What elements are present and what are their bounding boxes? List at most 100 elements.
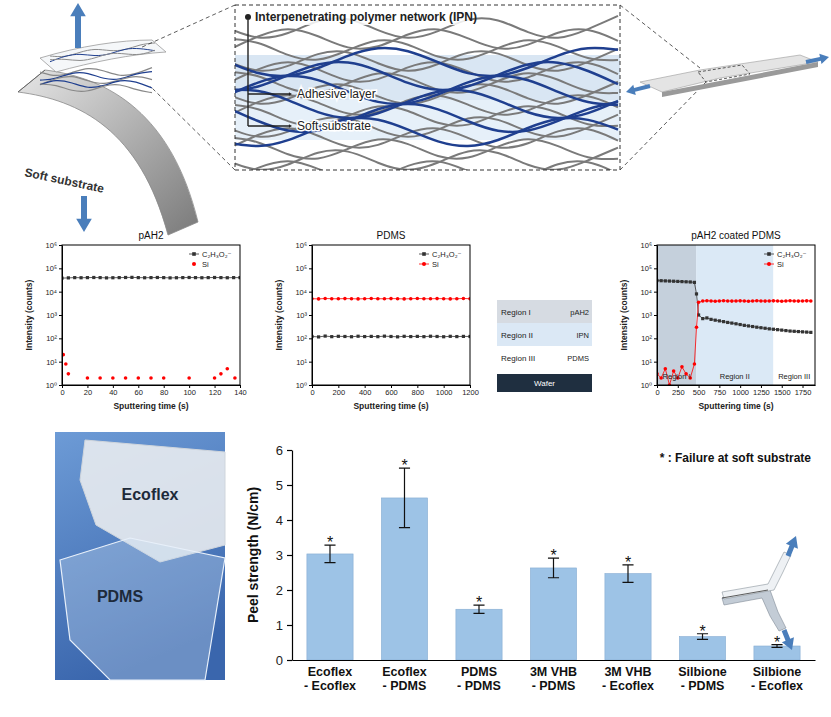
x-tick-label: 500 — [693, 388, 706, 397]
y-axis-line — [62, 246, 63, 386]
y-tick-mark — [654, 268, 657, 269]
x-tick-label: 140 — [234, 388, 247, 397]
data-point — [755, 326, 758, 329]
layer-region: Region II — [501, 331, 533, 340]
line-chart: 02004006008001000120010⁰10¹10²10³10⁴10⁵1… — [274, 230, 479, 411]
data-point — [776, 299, 780, 303]
data-point — [389, 297, 393, 301]
data-point — [743, 324, 746, 327]
data-point — [324, 334, 327, 337]
y-tick-mark — [654, 245, 657, 246]
lifted-sheet — [40, 40, 166, 72]
sheet-network — [50, 48, 155, 61]
y-tick-label: 10⁰ — [641, 381, 652, 390]
y-tick-label: 2 — [276, 583, 283, 598]
y-tick-mark — [59, 338, 62, 339]
legend-label: C₂H₃O₂⁻ — [202, 250, 232, 259]
data-point — [780, 299, 784, 303]
data-point — [435, 335, 438, 338]
y-tick-mark — [287, 520, 292, 521]
y-tick-mark — [287, 660, 292, 661]
data-point — [409, 335, 412, 338]
data-point — [356, 335, 359, 338]
region-band — [657, 245, 696, 385]
data-point — [337, 335, 340, 338]
peel-upper-sheet — [722, 552, 791, 599]
series-line — [312, 336, 470, 338]
data-point — [448, 297, 452, 301]
y-tick-label: 10⁶ — [641, 241, 652, 250]
legend-line — [764, 264, 774, 265]
legend-line — [189, 254, 199, 255]
x-tick: 120 — [209, 385, 222, 397]
x-tick-label: 120 — [209, 388, 222, 397]
x-tick-label-line: Silbione — [678, 665, 727, 679]
x-tick-label: 1750 — [795, 388, 812, 397]
x-tick-label: 1500 — [774, 388, 791, 397]
y-tick-mark — [59, 292, 62, 293]
y-tick-label: 10² — [296, 334, 307, 343]
data-point — [709, 318, 712, 321]
data-point — [416, 335, 419, 338]
data-point — [330, 297, 334, 301]
data-point — [755, 299, 759, 303]
data-point — [105, 276, 108, 279]
chart-title: PDMS — [377, 230, 406, 241]
y-tick: 10² — [46, 334, 62, 343]
x-tick: 0 — [655, 385, 659, 397]
x-tick-label: 100 — [183, 388, 196, 397]
y-tick-mark — [309, 385, 312, 386]
x-tick-label-line: - PDMS — [457, 679, 501, 693]
pull-arrow — [76, 196, 92, 232]
plot-frame — [657, 245, 815, 385]
y-tick-mark — [309, 315, 312, 316]
layer-material: pAH2 — [570, 308, 589, 317]
y-tick: 6 — [276, 443, 292, 458]
data-point — [705, 316, 708, 319]
x-tick-label: 3M VHB- Ecoflex — [602, 665, 654, 693]
data-point — [788, 329, 791, 332]
data-point — [768, 327, 771, 330]
data-point — [455, 335, 458, 338]
data-point — [730, 299, 734, 303]
y-tick: 3 — [276, 548, 292, 563]
data-point — [343, 297, 347, 301]
y-tick-label: 10⁶ — [296, 241, 307, 250]
sheet-network — [50, 50, 155, 60]
photo-label: PDMS — [97, 588, 144, 605]
data-point — [389, 335, 392, 338]
data-point — [225, 367, 229, 371]
x-tick-label-line: - Ecoflex — [602, 679, 654, 693]
data-point — [751, 299, 755, 303]
x-axis-line — [63, 385, 241, 386]
x-tick: Silbione- PDMS — [678, 660, 727, 693]
layer-stack: Region IpAH2Region IIIPNRegion IIIPDMSWa… — [497, 300, 592, 392]
data-point — [233, 376, 237, 380]
x-axis-line — [293, 660, 816, 661]
substrate-slab — [18, 70, 198, 235]
data-point — [175, 276, 178, 279]
data-point — [124, 276, 127, 279]
bar — [530, 568, 576, 660]
data-point — [722, 320, 725, 323]
x-tick-label-line: 3M VHB — [604, 665, 651, 679]
y-tick-label: 10³ — [296, 311, 307, 320]
y-tick-label: 10³ — [641, 311, 652, 320]
x-axis-line — [658, 385, 816, 386]
data-point — [751, 325, 754, 328]
data-point — [317, 297, 321, 301]
y-tick-mark — [59, 245, 62, 246]
data-point — [136, 376, 140, 380]
x-tick-label-line: - PDMS — [681, 679, 725, 693]
y-tick-label: 10² — [641, 334, 652, 343]
adhesive-chain — [235, 102, 618, 132]
plot-frame — [62, 245, 240, 385]
x-tick-label: 80 — [160, 388, 168, 397]
y-tick-mark — [59, 385, 62, 386]
x-tick: 140 — [234, 385, 247, 397]
y-tick: 4 — [276, 513, 292, 528]
data-point — [660, 279, 663, 282]
data-point — [701, 317, 704, 320]
data-point — [722, 299, 726, 303]
data-point — [187, 376, 191, 380]
